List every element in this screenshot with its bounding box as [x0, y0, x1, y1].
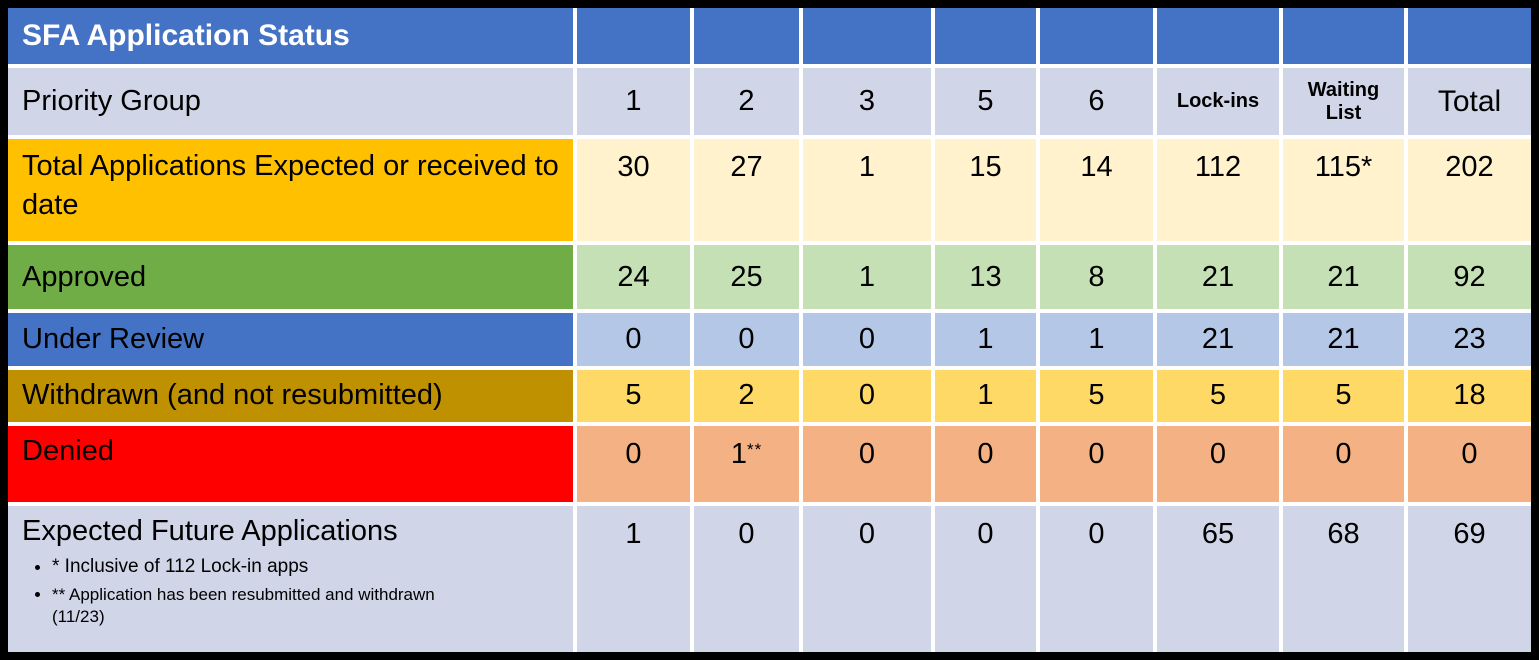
sfa-application-status-table: SFA Application Status Priority Group 1 … — [8, 8, 1531, 652]
table-row-title: SFA Application Status — [8, 8, 1531, 65]
cell-value: 0 — [1283, 425, 1404, 502]
header-spacer-cell — [577, 8, 690, 65]
cell-value: 8 — [1040, 245, 1153, 310]
row-label: Expected Future Applications — [22, 514, 398, 547]
cell-value: 1 — [803, 245, 931, 310]
table-row-approved: Approved 24 25 1 13 8 21 21 92 — [8, 245, 1531, 310]
cell-value: 25 — [694, 245, 799, 310]
footnote-item: ** Application has been resubmitted and … — [52, 584, 484, 628]
table-row-priority-group: Priority Group 1 2 3 5 6 Lock-ins Waitin… — [8, 68, 1531, 136]
cell-value: 1 — [935, 369, 1036, 422]
cell-value: 202 — [1408, 139, 1531, 242]
cell-value: 0 — [803, 425, 931, 502]
cell-value: 2 — [694, 369, 799, 422]
table-row-denied: Denied 0 1** 0 0 0 0 0 0 — [8, 425, 1531, 502]
priority-group-label: Priority Group — [8, 68, 573, 136]
cell-value: 115* — [1283, 139, 1404, 242]
cell-value: 18 — [1408, 369, 1531, 422]
cell-value: 5 — [1040, 369, 1153, 422]
cell-value: 15 — [935, 139, 1036, 242]
cell-value: 0 — [1040, 505, 1153, 652]
cell-value: 27 — [694, 139, 799, 242]
column-header-lock-ins: Lock-ins — [1157, 68, 1279, 136]
table-row-expected-future: Expected Future Applications * Inclusive… — [8, 505, 1531, 652]
page-title: SFA Application Status — [8, 8, 573, 65]
cell-value: 1 — [1040, 313, 1153, 366]
cell-value: 68 — [1283, 505, 1404, 652]
cell-value: 21 — [1283, 313, 1404, 366]
table-row-total-applications: Total Applications Expected or received … — [8, 139, 1531, 242]
cell-value: 0 — [935, 505, 1036, 652]
cell-value: 21 — [1157, 245, 1279, 310]
cell-value: 24 — [577, 245, 690, 310]
table-row-withdrawn: Withdrawn (and not resubmitted) 5 2 0 1 … — [8, 369, 1531, 422]
cell-value: 92 — [1408, 245, 1531, 310]
column-header: 2 — [694, 68, 799, 136]
row-label: Withdrawn (and not resubmitted) — [8, 369, 573, 422]
header-spacer-cell — [1408, 8, 1531, 65]
cell-value: 0 — [577, 425, 690, 502]
table-row-under-review: Under Review 0 0 0 1 1 21 21 23 — [8, 313, 1531, 366]
row-label: Total Applications Expected or received … — [8, 139, 573, 242]
cell-value: 69 — [1408, 505, 1531, 652]
status-table-wrap: SFA Application Status Priority Group 1 … — [8, 8, 1531, 652]
header-spacer-cell — [694, 8, 799, 65]
header-spacer-cell — [1283, 8, 1404, 65]
column-header: 6 — [1040, 68, 1153, 136]
row-label-with-footnotes: Expected Future Applications * Inclusive… — [8, 505, 573, 652]
cell-value: 0 — [1040, 425, 1153, 502]
cell-value: 0 — [935, 425, 1036, 502]
cell-value: 65 — [1157, 505, 1279, 652]
cell-value-with-note: 1** — [694, 425, 799, 502]
row-label: Under Review — [8, 313, 573, 366]
cell-value: 5 — [1157, 369, 1279, 422]
header-spacer-cell — [935, 8, 1036, 65]
cell-value: 21 — [1157, 313, 1279, 366]
header-spacer-cell — [1040, 8, 1153, 65]
column-header-total: Total — [1408, 68, 1531, 136]
row-label: Approved — [8, 245, 573, 310]
cell-value: 0 — [803, 369, 931, 422]
waiting-list-text: Waiting List — [1307, 78, 1380, 124]
column-header: 3 — [803, 68, 931, 136]
column-header: 5 — [935, 68, 1036, 136]
footnote-item: * Inclusive of 112 Lock-in apps — [52, 555, 567, 580]
cell-value: 23 — [1408, 313, 1531, 366]
row-label: Denied — [8, 425, 573, 502]
cell-value: 0 — [577, 313, 690, 366]
cell-value: 14 — [1040, 139, 1153, 242]
header-spacer-cell — [1157, 8, 1279, 65]
cell-value: 1 — [730, 437, 747, 470]
cell-value: 0 — [1157, 425, 1279, 502]
cell-value: 13 — [935, 245, 1036, 310]
cell-value: 1 — [577, 505, 690, 652]
cell-value: 0 — [803, 505, 931, 652]
header-spacer-cell — [803, 8, 931, 65]
cell-value: 1 — [935, 313, 1036, 366]
footnote-marker: ** — [746, 439, 763, 459]
footnote-list: * Inclusive of 112 Lock-in apps ** Appli… — [30, 555, 567, 628]
column-header-waiting-list: Waiting List — [1283, 68, 1404, 136]
cell-value: 5 — [577, 369, 690, 422]
cell-value: 112 — [1157, 139, 1279, 242]
cell-value: 5 — [1283, 369, 1404, 422]
cell-value: 0 — [1408, 425, 1531, 502]
cell-value: 21 — [1283, 245, 1404, 310]
cell-value: 0 — [694, 313, 799, 366]
cell-value: 30 — [577, 139, 690, 242]
column-header: 1 — [577, 68, 690, 136]
cell-value: 0 — [694, 505, 799, 652]
cell-value: 0 — [803, 313, 931, 366]
cell-value: 1 — [803, 139, 931, 242]
